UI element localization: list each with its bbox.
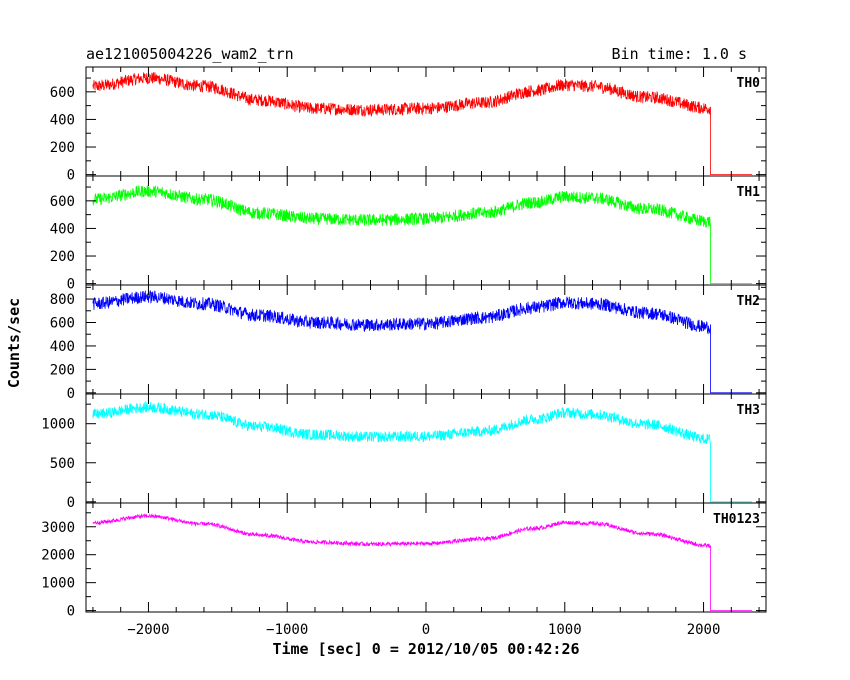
y-tick-label: 800: [50, 292, 75, 308]
x-tick-label: −1000: [266, 622, 308, 638]
y-tick-label: 0: [67, 386, 75, 402]
series-line-th1: [92, 185, 753, 284]
y-tick-label: 400: [50, 339, 75, 355]
panel-th2: 0 200 400 600 800 TH2: [50, 284, 767, 402]
panel-label-th1: TH1: [737, 185, 761, 200]
panel-th0: 0 200 400 600 TH0: [50, 66, 767, 184]
panel-th1: 0 200 400 600 TH1: [50, 175, 767, 293]
y-tick-label: 600: [50, 194, 75, 210]
y-tick-label: 400: [50, 112, 75, 128]
panel-frame: [85, 502, 767, 613]
x-axis-tick-labels: −2000 −1000 0 1000 2000: [127, 622, 720, 638]
panel-label-th3: TH3: [737, 403, 760, 418]
series-line-th0: [92, 72, 753, 175]
x-axis-title: Time [sec] 0 = 2012/10/05 00:42:26: [272, 640, 579, 658]
panel-label-th2: TH2: [737, 294, 760, 309]
y-tick-label: 200: [50, 140, 75, 156]
y-tick-label: 500: [50, 456, 75, 472]
series-line-th0123: [92, 513, 753, 611]
y-tick-label: 1000: [41, 417, 75, 433]
y-tick-label: 400: [50, 221, 75, 237]
y-tick-label: 3000: [41, 520, 75, 536]
y-tick-label: 200: [50, 362, 75, 378]
panel-label-th0: TH0: [737, 76, 761, 91]
x-tick-label: −2000: [127, 622, 169, 638]
x-tick-label: 2000: [687, 622, 721, 638]
y-tick-label: 0: [67, 495, 75, 511]
series-line-th3: [92, 401, 753, 503]
panel-label-th0123: TH0123: [713, 512, 760, 527]
chart-title: ae121005004226_wam2_trn: [86, 45, 294, 63]
panel-th0123: 0 1000 2000 3000 TH0123: [41, 502, 767, 620]
y-tick-label: 600: [50, 85, 75, 101]
panel-frame: [85, 284, 767, 395]
series-line-th2: [92, 290, 753, 394]
x-tick-label: 0: [422, 622, 430, 638]
y-tick-label: 1000: [41, 576, 75, 592]
panels-group: 0 200 400 600 TH0 0 200 400 600 TH1 0 200 400 600 800 T…: [41, 66, 767, 620]
y-tick-label: 200: [50, 249, 75, 265]
y-tick-label: 0: [67, 277, 75, 293]
y-axis-title: Counts/sec: [5, 298, 23, 388]
panel-th3: 0 500 1000 TH3: [41, 393, 767, 511]
y-tick-label: 0: [67, 168, 75, 184]
x-tick-label: 1000: [548, 622, 582, 638]
y-tick-label: 2000: [41, 548, 75, 564]
y-tick-label: 600: [50, 316, 75, 332]
bin-time-label: Bin time: 1.0 s: [612, 45, 747, 63]
y-tick-label: 0: [67, 604, 75, 620]
panel-frame: [85, 175, 767, 286]
